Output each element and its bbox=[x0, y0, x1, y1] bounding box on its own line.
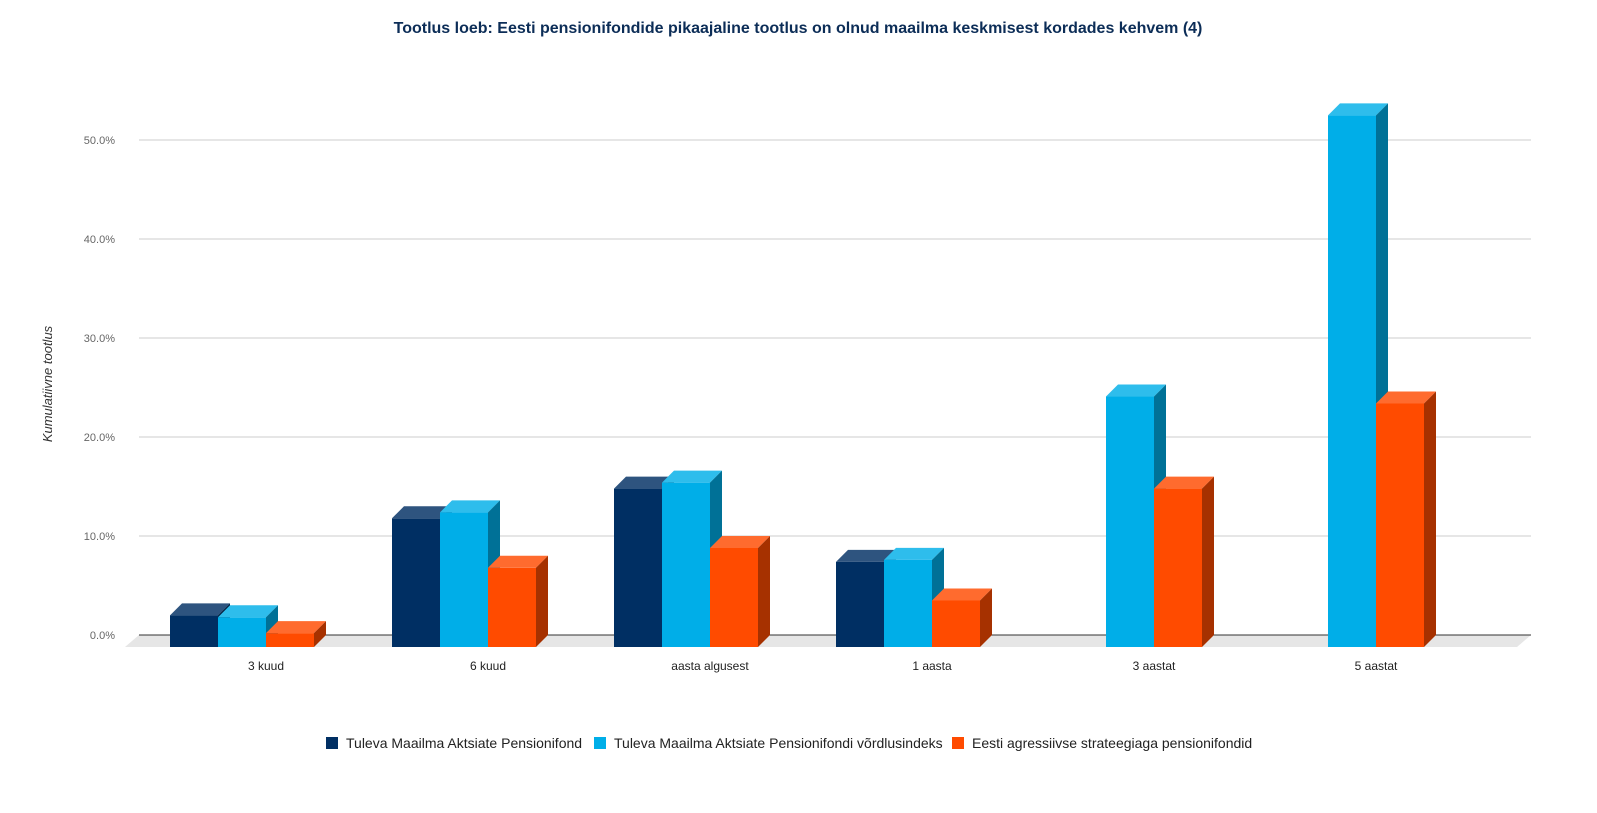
legend-label: Tuleva Maailma Aktsiate Pensionifond bbox=[346, 735, 582, 751]
x-tick-label: 6 kuud bbox=[470, 659, 506, 673]
bar-top bbox=[1328, 103, 1388, 116]
legend-swatch bbox=[952, 737, 964, 749]
x-axis: 3 kuud 6 kuud aasta algusest 1 aasta 3 aasta… bbox=[248, 659, 1398, 673]
bar-front bbox=[218, 617, 266, 647]
legend-item: Tuleva Maailma Aktsiate Pensionifondi võ… bbox=[594, 735, 943, 751]
bar-front bbox=[1106, 396, 1154, 647]
x-tick-label: 3 kuud bbox=[248, 659, 284, 673]
bar-top bbox=[218, 605, 278, 618]
bar bbox=[932, 588, 992, 647]
bar-front bbox=[662, 482, 710, 647]
bar-top bbox=[266, 621, 326, 634]
x-tick-label: aasta algusest bbox=[671, 659, 749, 673]
bar-side bbox=[314, 621, 326, 647]
bar-front bbox=[488, 567, 536, 647]
bar-front bbox=[1154, 488, 1202, 647]
legend-swatch bbox=[594, 737, 606, 749]
bar-top bbox=[1376, 391, 1436, 404]
bar-top bbox=[710, 536, 770, 548]
bar-front bbox=[932, 600, 980, 647]
bar-top bbox=[614, 476, 674, 489]
gridlines: 0.0% 10.0% 20.0% 30.0% 40.0% 50.0% bbox=[84, 135, 1531, 642]
chart-floor-plane bbox=[125, 635, 1531, 647]
bar-front bbox=[836, 561, 884, 647]
bar-front bbox=[614, 488, 662, 647]
bar-top bbox=[884, 547, 944, 560]
legend-swatch bbox=[326, 737, 338, 749]
bar-top bbox=[1154, 476, 1214, 489]
bar-side bbox=[758, 536, 770, 647]
bar bbox=[1376, 391, 1436, 647]
legend-label: Eesti agressiivse strateegiaga pensionif… bbox=[972, 735, 1252, 751]
bar bbox=[1154, 476, 1214, 647]
y-tick-label: 0.0% bbox=[90, 630, 115, 642]
bar-top bbox=[836, 549, 896, 562]
bar-front bbox=[1328, 115, 1376, 648]
legend-item: Tuleva Maailma Aktsiate Pensionifond bbox=[326, 735, 582, 751]
y-tick-label: 40.0% bbox=[84, 234, 115, 246]
legend-label: Tuleva Maailma Aktsiate Pensionifondi võ… bbox=[614, 735, 943, 751]
chart-floor bbox=[125, 635, 1531, 647]
y-tick-label: 50.0% bbox=[84, 135, 115, 147]
legend: Tuleva Maailma Aktsiate Pensionifond Tule… bbox=[326, 735, 1252, 751]
bars bbox=[170, 103, 1436, 648]
bar-front bbox=[266, 633, 314, 647]
bar bbox=[266, 621, 326, 647]
y-axis-label: Kumulatiivne tootlus bbox=[40, 325, 55, 442]
bar-front bbox=[440, 512, 488, 647]
y-tick-label: 10.0% bbox=[84, 531, 115, 543]
legend-item: Eesti agressiivse strateegiaga pensionif… bbox=[952, 735, 1252, 751]
x-tick-label: 1 aasta bbox=[912, 659, 952, 673]
chart-title: Tootlus loeb: Eesti pensionifondide pika… bbox=[394, 20, 1203, 37]
bar-top bbox=[932, 588, 992, 601]
bar-side bbox=[536, 555, 548, 647]
bar-front bbox=[392, 518, 440, 647]
bar-side bbox=[1424, 391, 1436, 647]
bar bbox=[488, 555, 548, 647]
bar-side bbox=[980, 588, 992, 647]
bar-front bbox=[710, 548, 758, 647]
bar-top bbox=[440, 500, 500, 513]
bar-top bbox=[170, 603, 230, 616]
bar-top bbox=[1106, 384, 1166, 397]
bar-front bbox=[884, 559, 932, 647]
bar-top bbox=[488, 555, 548, 568]
x-tick-label: 3 aastat bbox=[1133, 659, 1176, 673]
bar-front bbox=[170, 615, 218, 647]
y-tick-label: 20.0% bbox=[84, 432, 115, 444]
x-tick-label: 5 aastat bbox=[1355, 659, 1398, 673]
y-tick-label: 30.0% bbox=[84, 333, 115, 345]
bar-top bbox=[392, 506, 452, 519]
bar-front bbox=[1376, 403, 1424, 647]
bar-top bbox=[662, 470, 722, 483]
bar-side bbox=[1202, 476, 1214, 647]
bar bbox=[710, 536, 770, 647]
